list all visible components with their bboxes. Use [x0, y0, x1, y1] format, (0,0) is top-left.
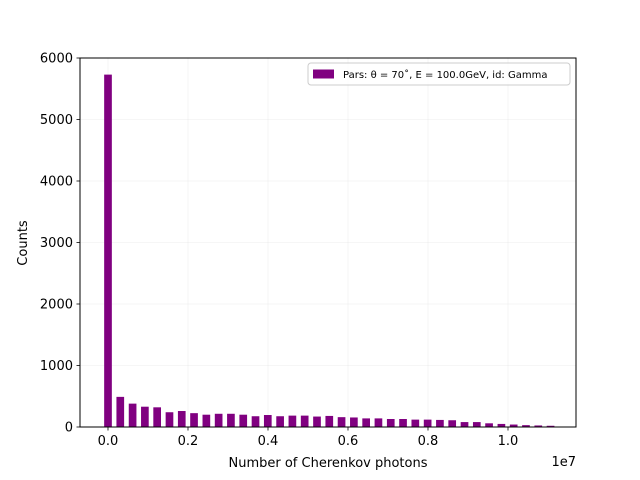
histogram-bar [374, 418, 383, 427]
legend: Pars: θ = 70˚, E = 100.0GeV, id: Gamma [307, 62, 571, 86]
histogram-bar [337, 417, 346, 427]
histogram-bar [460, 422, 469, 427]
histogram-bar [227, 413, 235, 427]
histogram-bar [497, 423, 506, 427]
histogram-bar [509, 424, 518, 427]
grid-layer [80, 57, 576, 428]
y-tick-label: 0 [65, 421, 73, 436]
histogram-bar [276, 416, 284, 427]
histogram-bar [485, 423, 493, 427]
x-tick-label: 0.2 [178, 434, 199, 449]
legend-swatch [313, 69, 334, 79]
x-tick-label: 0.8 [418, 434, 439, 449]
x-axis-offset-label: 1e7 [551, 455, 576, 470]
histogram-bar [141, 406, 149, 427]
plot-area-background [80, 58, 576, 427]
x-axis-ticks: 0.0 0.2 0.4 0.6 0.8 1.0 [98, 427, 519, 449]
histogram-bar [386, 419, 395, 427]
histogram-bar [214, 413, 223, 427]
histogram-bar [202, 414, 211, 427]
y-tick-label: 6000 [40, 52, 73, 67]
histogram-bar [411, 419, 420, 427]
histogram-bar [313, 416, 321, 427]
histogram-bar [472, 422, 481, 427]
y-tick-label: 5000 [40, 113, 73, 128]
y-tick-label: 4000 [40, 175, 73, 190]
histogram-bar [263, 415, 272, 427]
histogram-bar [534, 425, 543, 427]
x-tick-label: 0.4 [258, 434, 279, 449]
histogram-bar [251, 416, 260, 427]
histogram-bar [448, 420, 457, 427]
histogram-bar [300, 415, 309, 427]
histogram-bar [423, 419, 432, 427]
histogram-bar [325, 415, 334, 427]
histogram-bar [116, 396, 125, 427]
histogram-bar [177, 411, 186, 427]
histogram-bar [350, 417, 358, 427]
y-axis-ticks: 0 1000 2000 3000 4000 5000 6000 [40, 52, 80, 436]
y-tick-label: 1000 [40, 359, 73, 374]
y-axis-label: Counts [16, 220, 31, 266]
histogram-bar [190, 413, 198, 427]
histogram-bar [128, 403, 137, 427]
histogram-bar [153, 407, 161, 427]
histogram-bar [436, 419, 444, 427]
histogram-bar [288, 415, 297, 427]
x-tick-label: 1.0 [498, 434, 519, 449]
histogram-bar [165, 412, 174, 427]
x-tick-label: 0.0 [98, 434, 119, 449]
x-tick-label: 0.6 [338, 434, 359, 449]
histogram-bar [362, 418, 370, 427]
legend-box [307, 62, 571, 86]
bars-layer [104, 74, 555, 428]
y-tick-label: 2000 [40, 298, 73, 313]
legend-entry-label: Pars: θ = 70˚, E = 100.0GeV, id: Gamma [343, 69, 547, 81]
histogram-bar [546, 425, 555, 427]
histogram-bar [522, 425, 530, 427]
histogram-bar [399, 419, 407, 427]
histogram-bar [239, 414, 248, 427]
histogram-bar [104, 74, 112, 428]
y-tick-label: 3000 [40, 236, 73, 251]
x-axis-label: Number of Cherenkov photons [229, 456, 428, 471]
